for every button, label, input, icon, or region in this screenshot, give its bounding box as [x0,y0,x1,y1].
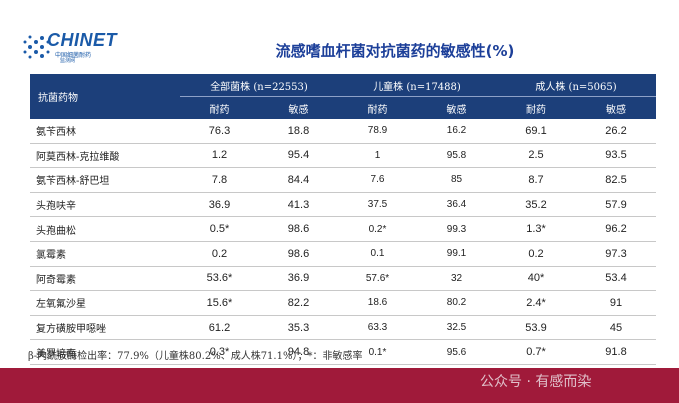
susceptible-value: 35.3 [259,315,338,341]
resistant-value: 0.2* [338,216,417,242]
table-row: 复方磺胺甲噁唑 61.2 35.3 63.3 32.5 53.9 45 [30,315,656,341]
resistant-value: 8.7 [496,167,576,193]
footnote: β-内酰胺酶检出率：77.9%（儿童株80.2%、成人株71.1%）；*：非敏感… [28,351,363,362]
resistant-value: 63.3 [338,315,417,341]
resistant-value: 57.6* [338,266,417,292]
resistant-value: 0.1* [338,339,417,365]
resistant-value: 36.9 [180,192,259,218]
sub-header-resistant: 耐药 [338,96,417,119]
drug-name: 氨苄西林-舒巴坦 [30,167,180,193]
susceptible-value: 80.2 [417,290,496,316]
footer-bar [0,368,679,403]
susceptible-value: 98.6 [259,241,338,267]
resistant-value: 0.2 [496,241,576,267]
sub-header-resistant: 耐药 [496,96,576,119]
sub-header-resistant: 耐药 [180,96,259,119]
susceptible-value: 91 [576,290,656,316]
susceptible-value: 45 [576,315,656,341]
susceptible-value: 91.8 [576,339,656,365]
resistant-value: 15.6* [180,290,259,316]
chinet-globe-icon [23,35,50,59]
resistant-value: 40* [496,266,576,292]
susceptible-value: 99.3 [417,216,496,242]
susceptible-value: 16.2 [417,119,496,144]
susceptible-value: 57.9 [576,192,656,218]
susceptible-value: 32.5 [417,315,496,341]
drug-name: 氨苄西林 [30,119,180,144]
drug-column-header: 抗菌药物 [30,74,180,119]
susceptible-value: 32 [417,266,496,292]
page-title: 流感嗜血杆菌对抗菌药的敏感性(%) [275,42,515,60]
logo-subtitle-2: 监测网 [60,58,76,64]
sub-header-susceptible: 敏感 [417,96,496,119]
drug-name: 头孢呋辛 [30,192,180,218]
resistant-value: 69.1 [496,119,576,144]
table-row: 氯霉素 0.2 98.6 0.1 99.1 0.2 97.3 [30,241,656,267]
resistant-value: 1.2 [180,143,259,169]
susceptible-value: 36.4 [417,192,496,218]
resistant-value: 0.1 [338,241,417,267]
resistant-value: 76.3 [180,119,259,144]
drug-name: 复方磺胺甲噁唑 [30,315,180,341]
resistant-value: 7.8 [180,167,259,193]
table-row: 美罗培南 0.3* 94.8 0.1* 95.6 0.7* 91.8 [30,339,656,365]
table-row: 左氧氟沙星 15.6* 82.2 18.6 80.2 2.4* 91 [30,290,656,316]
susceptible-value: 95.8 [417,143,496,169]
drug-name: 阿莫西林-克拉维酸 [30,143,180,169]
group-header-adults: 成人株 (n=5065) [496,74,656,97]
susceptible-value: 41.3 [259,192,338,218]
resistant-value: 0.7* [496,339,576,365]
susceptibility-table: 抗菌药物 全部菌株 (n=22553) 儿童株 (n=17488) 成人株 (n… [30,74,656,365]
resistant-value: 0.3* [180,339,259,365]
susceptible-value: 82.2 [259,290,338,316]
group-header-children: 儿童株 (n=17488) [338,74,496,97]
susceptible-value: 82.5 [576,167,656,193]
sub-header-susceptible: 敏感 [576,96,656,119]
table-row: 阿奇霉素 53.6* 36.9 57.6* 32 40* 53.4 [30,266,656,292]
table-row: 头孢曲松 0.5* 98.6 0.2* 99.3 1.3* 96.2 [30,216,656,242]
resistant-value: 2.4* [496,290,576,316]
table-row: 氨苄西林 76.3 18.8 78.9 16.2 69.1 26.2 [30,119,656,144]
table-row: 阿莫西林-克拉维酸 1.2 95.4 1 95.8 2.5 93.5 [30,143,656,169]
group-header-all: 全部菌株 (n=22553) [180,74,338,97]
sub-header-susceptible: 敏感 [259,96,338,119]
logo-subtitle: 中国细菌耐药 [55,52,92,59]
drug-name: 阿奇霉素 [30,266,180,292]
resistant-value: 53.6* [180,266,259,292]
susceptible-value: 85 [417,167,496,193]
resistant-value: 2.5 [496,143,576,169]
logo-name: CHINET [47,30,117,50]
resistant-value: 7.6 [338,167,417,193]
resistant-value: 0.2 [180,241,259,267]
drug-name: 氯霉素 [30,241,180,267]
resistant-value: 61.2 [180,315,259,341]
susceptible-value: 96.2 [576,216,656,242]
watermark: 公众号 · 有感而染 [480,374,592,390]
susceptible-value: 97.3 [576,241,656,267]
susceptible-value: 95.4 [259,143,338,169]
susceptible-value: 93.5 [576,143,656,169]
resistant-value: 53.9 [496,315,576,341]
susceptible-value: 36.9 [259,266,338,292]
resistant-value: 1.3* [496,216,576,242]
susceptible-value: 53.4 [576,266,656,292]
table-row: 氨苄西林-舒巴坦 7.8 84.4 7.6 85 8.7 82.5 [30,167,656,193]
susceptible-value: 99.1 [417,241,496,267]
resistant-value: 0.5* [180,216,259,242]
susceptible-value: 26.2 [576,119,656,144]
susceptible-value: 94.8 [259,339,338,365]
drug-name: 美罗培南 [30,339,180,365]
susceptible-value: 98.6 [259,216,338,242]
resistant-value: 37.5 [338,192,417,218]
susceptible-value: 84.4 [259,167,338,193]
susceptible-value: 18.8 [259,119,338,144]
resistant-value: 35.2 [496,192,576,218]
resistant-value: 78.9 [338,119,417,144]
drug-name: 头孢曲松 [30,216,180,242]
resistant-value: 1 [338,143,417,169]
resistant-value: 18.6 [338,290,417,316]
susceptible-value: 95.6 [417,339,496,365]
drug-name: 左氧氟沙星 [30,290,180,316]
table-row: 头孢呋辛 36.9 41.3 37.5 36.4 35.2 57.9 [30,192,656,218]
